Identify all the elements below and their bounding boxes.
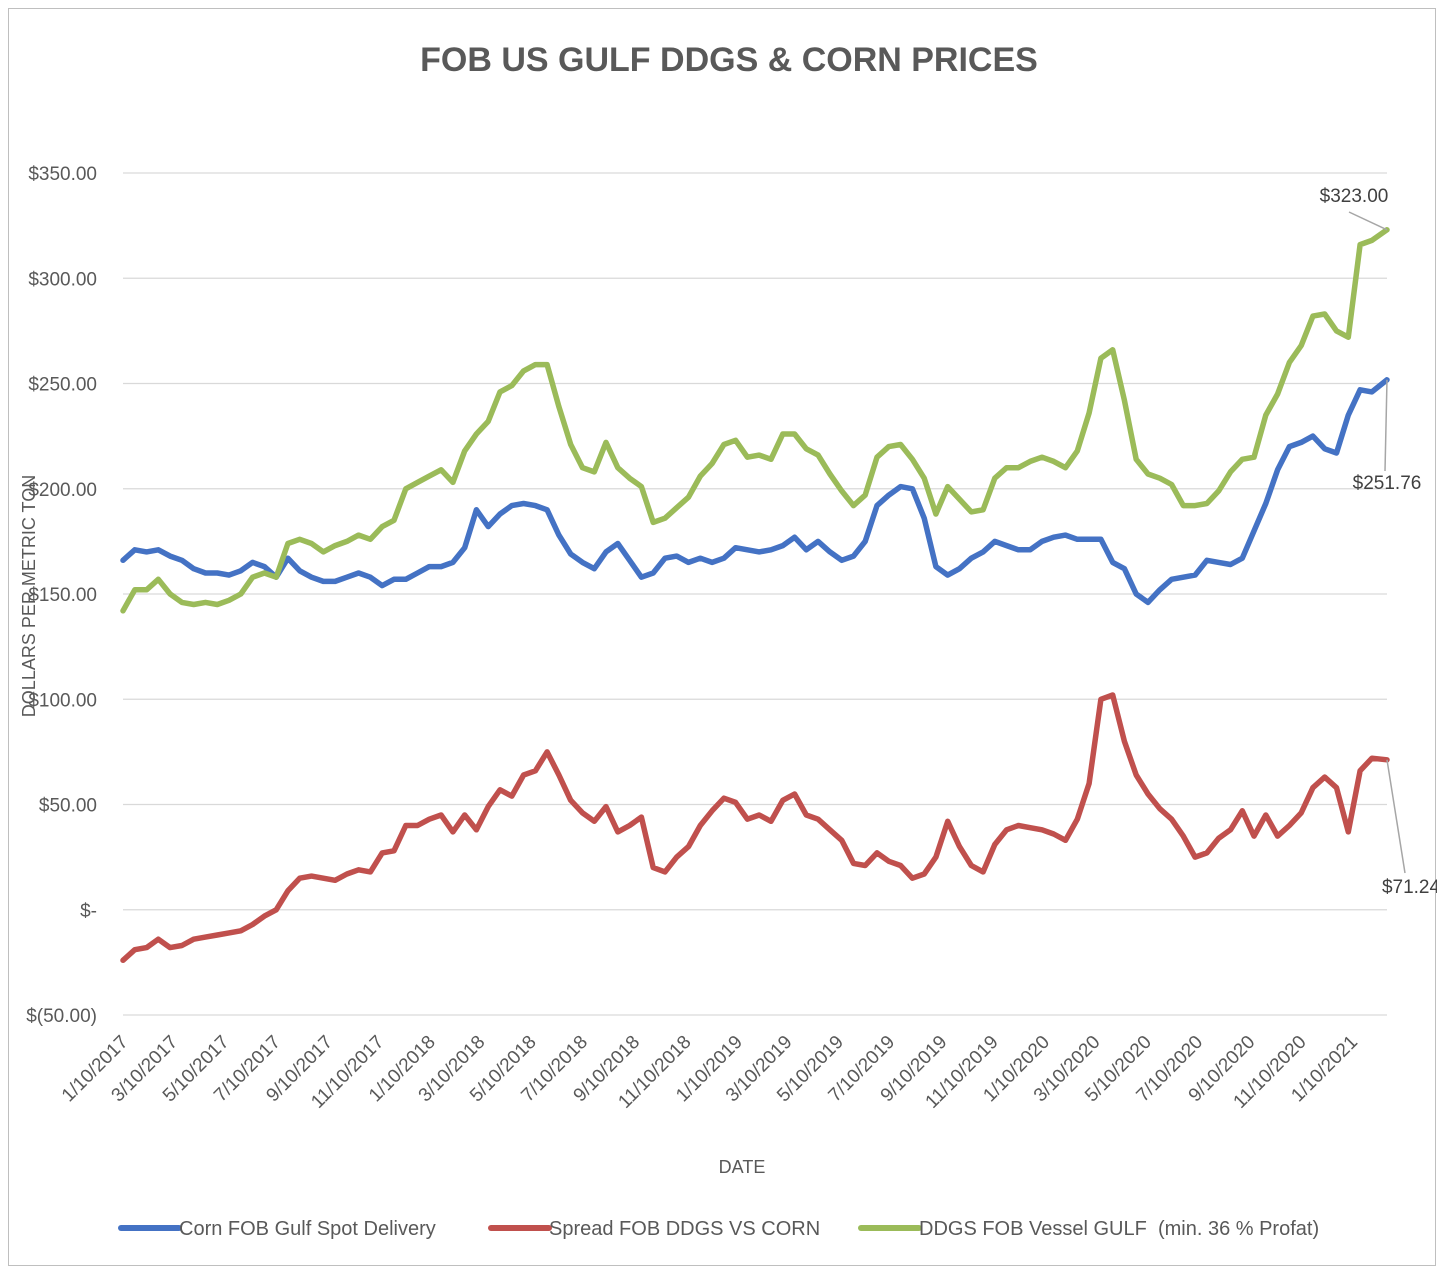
annotation-leader — [1348, 211, 1388, 231]
y-tick-label: $250.00 — [28, 375, 97, 396]
y-tick-label: $(50.00) — [26, 1006, 97, 1027]
y-tick-label: $200.00 — [28, 480, 97, 501]
annotation-leader — [1386, 759, 1406, 874]
series-lines — [120, 227, 1390, 964]
annotations: $323.00 $251.76 $71.24 — [1320, 186, 1437, 898]
chart-title: FOB US GULF DDGS & CORN PRICES — [420, 41, 1038, 79]
line-chart: FOB US GULF DDGS & CORN PRICES $350.00$3… — [19, 41, 1437, 1240]
y-axis: $350.00 $300.00 $250.00 $200.00 $150.00 $100.… — [26, 164, 97, 1027]
annotation-label: $251.76 — [1353, 473, 1422, 494]
y-axis-title: DOLLARS PER METRIC TON — [19, 475, 39, 717]
legend-label: Spread FOB DDGS VS CORN — [549, 1218, 820, 1240]
annotation-label: $323.00 — [1320, 186, 1389, 207]
y-tick-label: $350.00 — [28, 164, 97, 185]
legend: Corn FOB Gulf Spot Delivery Spread FOB DD… — [118, 1218, 1319, 1240]
x-axis: 1/10/20173/10/20175/10/20177/10/20179/10… — [58, 1032, 1362, 1113]
series-line — [120, 692, 1390, 964]
y-tick-label: $150.00 — [28, 585, 97, 606]
y-tick-label: $100.00 — [28, 690, 97, 711]
annotation-label: $71.24 — [1382, 877, 1437, 898]
y-tick-label: $300.00 — [28, 269, 97, 290]
legend-label: DDGS FOB Vessel GULF (min. 36 % Profat) — [919, 1218, 1319, 1240]
x-axis-title: DATE — [719, 1157, 766, 1177]
series-line — [120, 377, 1390, 606]
annotation-leader — [1384, 379, 1388, 472]
y-tick-label: $- — [80, 901, 97, 922]
gridlines — [123, 172, 1387, 1016]
chart-frame: FOB US GULF DDGS & CORN PRICES $350.00 $3… — [8, 8, 1437, 1266]
series-line — [120, 227, 1390, 614]
legend-label: Corn FOB Gulf Spot Delivery — [179, 1218, 436, 1240]
y-tick-label: $50.00 — [39, 796, 97, 817]
